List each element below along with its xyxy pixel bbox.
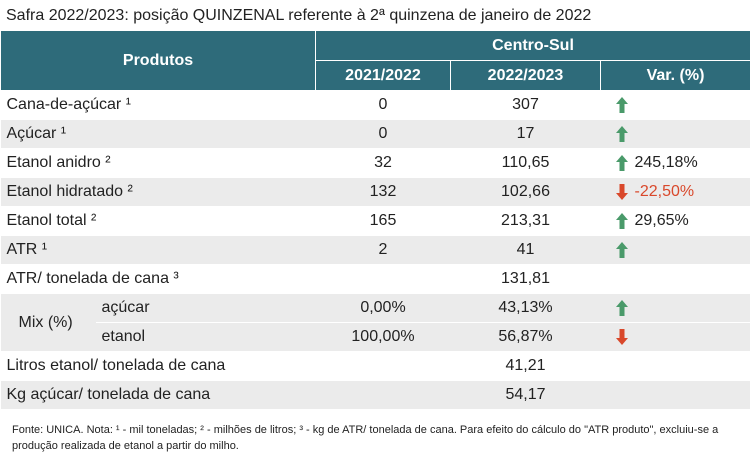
- row-label: Etanol anidro ²: [0, 148, 316, 178]
- header-col: Var. (%): [600, 60, 750, 91]
- cell-var: [600, 322, 750, 352]
- table: Produtos Centro-Sul 2021/2022 2022/2023 …: [0, 30, 750, 410]
- cell-2021: 100,00%: [315, 322, 451, 352]
- row: Kg açúcar/ tonelada de cana 54,17: [0, 380, 750, 410]
- trend-arrow: [615, 328, 628, 345]
- cell-2021: 0,00%: [315, 293, 451, 323]
- cell-var: [600, 351, 750, 381]
- row-label: Açúcar ¹: [0, 119, 316, 149]
- row: Cana-de-açúcar ¹ 0 307: [0, 90, 750, 120]
- cell-2021: [315, 264, 451, 294]
- row-label: Etanol hidratado ²: [0, 177, 316, 207]
- cell-var: [600, 235, 750, 265]
- cell-var: [600, 380, 750, 410]
- cell-2021: 32: [315, 148, 451, 178]
- row-label: Etanol total ²: [0, 206, 316, 236]
- cell-2021: 0: [315, 119, 451, 149]
- row: Litros etanol/ tonelada de cana 41,21: [0, 351, 750, 381]
- row-label: ATR/ tonelada de cana ³: [0, 264, 316, 294]
- row-label: Kg açúcar/ tonelada de cana: [0, 380, 316, 410]
- cell-var: [600, 119, 750, 149]
- cell-2021: 165: [315, 206, 451, 236]
- trend-arrow: [615, 183, 628, 200]
- cell-var: 245,18%: [600, 148, 750, 178]
- cell-2021: 2: [315, 235, 451, 265]
- row: Mix (%) açúcar 0,00% 43,13%: [0, 293, 750, 352]
- var-value: 245,18%: [634, 154, 698, 172]
- cell-var: -22,50%: [600, 177, 750, 207]
- cell-2021: 132: [315, 177, 451, 207]
- cell-2021: 0: [315, 90, 451, 120]
- title: Safra 2022/2023: posição QUINZENAL refer…: [6, 7, 592, 24]
- row: Etanol hidratado ² 132 102,66 -22,50%: [0, 177, 750, 207]
- header-col: 2022/2023: [450, 60, 601, 91]
- var-value: 29,65%: [634, 212, 689, 230]
- cell-2021: [315, 380, 451, 410]
- row: Etanol total ² 165 213,31 29,65%: [0, 206, 750, 236]
- cell-2022: 307: [450, 90, 601, 120]
- cell-2022: 56,87%: [450, 322, 601, 352]
- cell-var: [600, 90, 750, 120]
- header-region: Centro-Sul: [315, 30, 750, 61]
- cell-var: [600, 264, 750, 294]
- trend-arrow: [615, 299, 628, 316]
- row-label: ATR ¹: [0, 235, 316, 265]
- cell-2022: 54,17: [450, 380, 601, 410]
- header-products: Produtos: [0, 30, 316, 91]
- row: Etanol anidro ² 32 110,65 245,18%: [0, 148, 750, 178]
- cell-var: [600, 293, 750, 323]
- cell-2022: 213,31: [450, 206, 601, 236]
- row: ATR ¹ 2 41: [0, 235, 750, 265]
- cell-var: 29,65%: [600, 206, 750, 236]
- header-col: 2021/2022: [315, 60, 451, 91]
- trend-arrow: [615, 96, 628, 113]
- trend-arrow: [615, 241, 628, 258]
- row: Açúcar ¹ 0 17: [0, 119, 750, 149]
- row: ATR/ tonelada de cana ³ 131,81: [0, 264, 750, 294]
- row: etanol 100,00% 56,87%: [1, 322, 750, 352]
- cell-2022: 110,65: [450, 148, 601, 178]
- cell-2022: 131,81: [450, 264, 601, 294]
- footnote: Fonte: UNICA. Nota: ¹ - mil toneladas; ²…: [12, 424, 719, 452]
- cell-2022: 43,13%: [450, 293, 601, 323]
- trend-arrow: [615, 154, 628, 171]
- var-value: -22,50%: [634, 183, 695, 201]
- row-label: Litros etanol/ tonelada de cana: [0, 351, 316, 381]
- group-label: Mix (%): [0, 293, 96, 352]
- cell-2022: 102,66: [450, 177, 601, 207]
- cell-2022: 41: [450, 235, 601, 265]
- row-label: Cana-de-açúcar ¹: [0, 90, 316, 120]
- cell-2021: [315, 351, 451, 381]
- trend-arrow: [615, 125, 628, 142]
- row-label: etanol: [95, 322, 316, 352]
- row-label: açúcar: [95, 293, 316, 323]
- cell-2022: 41,21: [450, 351, 601, 381]
- cell-2022: 17: [450, 119, 601, 149]
- trend-arrow: [615, 212, 628, 229]
